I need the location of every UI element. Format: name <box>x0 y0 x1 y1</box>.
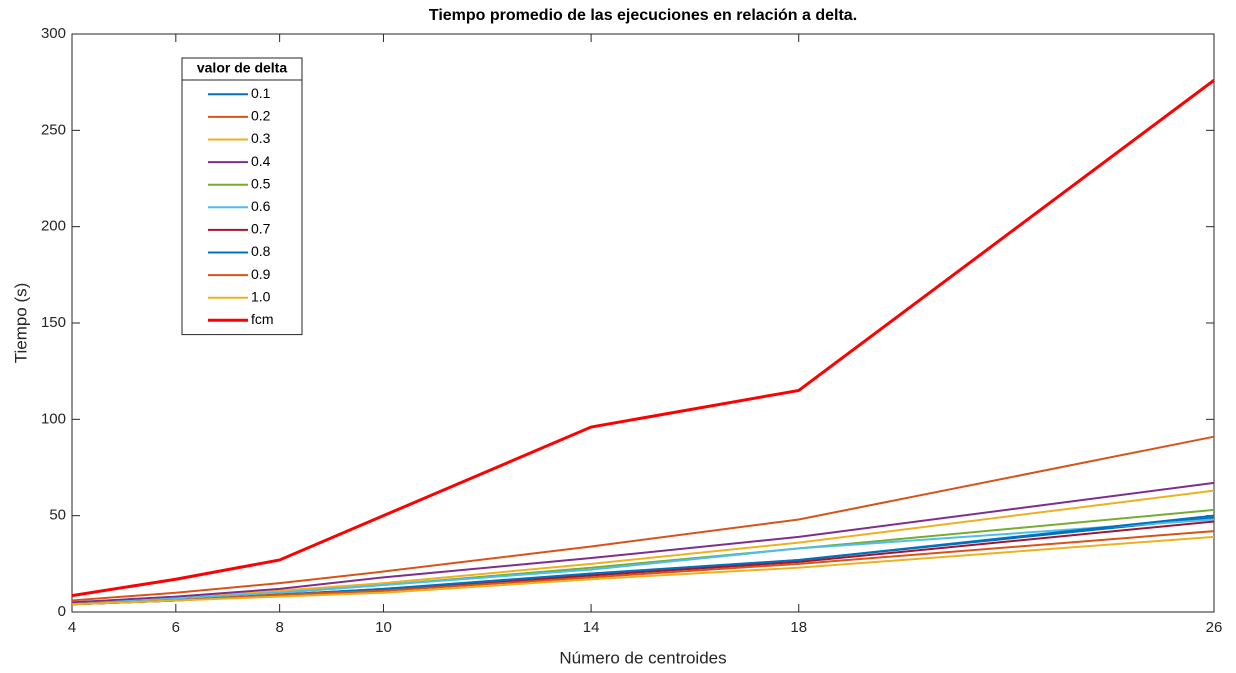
x-tick-label: 8 <box>275 619 283 636</box>
legend-label: 0.5 <box>251 175 271 191</box>
legend-label: fcm <box>251 311 274 327</box>
y-axis-label: Tiempo (s) <box>11 283 30 364</box>
x-tick-label: 14 <box>583 619 600 636</box>
legend-label: 0.9 <box>251 266 271 282</box>
series-line <box>71 535 1215 606</box>
legend-label: 0.7 <box>251 221 271 237</box>
legend-label: 1.0 <box>251 288 271 304</box>
legend-box <box>181 57 303 336</box>
legend-label: 0.6 <box>251 198 271 214</box>
y-tick-label: 50 <box>49 507 66 524</box>
y-tick-label: 200 <box>41 218 66 235</box>
series-line <box>71 481 1215 604</box>
x-tick-label: 10 <box>375 619 392 636</box>
x-tick-label: 18 <box>790 619 807 636</box>
y-tick-label: 150 <box>41 314 66 331</box>
y-tick-label: 0 <box>58 603 66 620</box>
y-tick-label: 300 <box>41 25 66 42</box>
series-line <box>71 79 1215 598</box>
series-line <box>71 518 1215 606</box>
x-axis-label: Número de centroides <box>559 648 726 667</box>
legend-title: valor de delta <box>197 60 287 76</box>
legend-label: 0.4 <box>251 153 271 169</box>
chart-title: Tiempo promedio de las ejecuciones en re… <box>429 7 857 24</box>
y-tick-label: 100 <box>41 410 66 427</box>
legend-label: 0.3 <box>251 130 271 146</box>
x-tick-label: 4 <box>68 619 76 636</box>
x-tick-label: 6 <box>172 619 180 636</box>
y-tick-label: 250 <box>41 121 66 138</box>
series-line <box>71 435 1215 602</box>
legend-label: 0.2 <box>251 108 271 124</box>
legend-label: 0.1 <box>251 85 271 101</box>
legend-label: 0.8 <box>251 243 271 259</box>
x-tick-label: 26 <box>1206 619 1223 636</box>
